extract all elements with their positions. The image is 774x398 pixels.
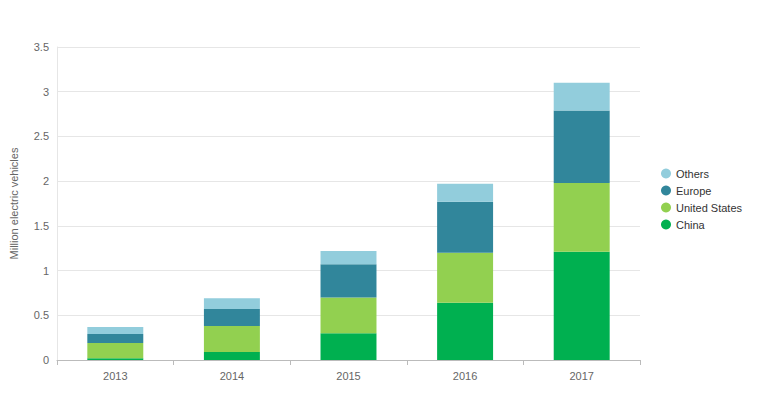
svg-text:0: 0 [43,354,49,366]
svg-text:2016: 2016 [453,370,477,382]
svg-text:United States: United States [676,202,743,214]
svg-text:3: 3 [43,86,49,98]
svg-text:2014: 2014 [220,370,244,382]
svg-text:Others: Others [676,168,710,180]
svg-text:3.5: 3.5 [34,41,49,53]
svg-text:2015: 2015 [336,370,360,382]
svg-text:1: 1 [43,265,49,277]
svg-text:0.5: 0.5 [34,309,49,321]
svg-text:2: 2 [43,175,49,187]
svg-text:1.5: 1.5 [34,220,49,232]
svg-text:2.5: 2.5 [34,130,49,142]
svg-text:Million electric vehicles: Million electric vehicles [8,147,20,259]
svg-text:2013: 2013 [103,370,127,382]
svg-text:2017: 2017 [569,370,593,382]
svg-text:Europe: Europe [676,185,711,197]
svg-text:China: China [676,219,706,231]
